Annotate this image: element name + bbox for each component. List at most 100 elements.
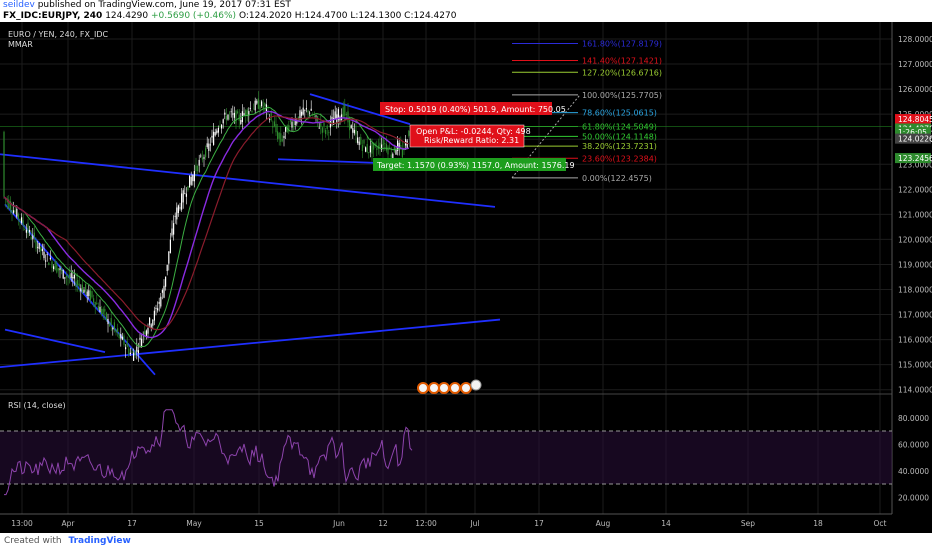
- candle-body: [21, 217, 23, 223]
- candle-body: [48, 262, 50, 266]
- candle-body: [272, 126, 274, 128]
- candles: [3, 91, 410, 362]
- candle-body: [105, 312, 107, 321]
- candle-body: [360, 137, 362, 145]
- candle-body: [357, 137, 359, 143]
- candle-body: [259, 105, 261, 110]
- candle-body: [342, 107, 344, 117]
- candle-body: [329, 120, 331, 128]
- candle-body: [96, 302, 98, 305]
- price-tick: 126.0000: [898, 85, 932, 94]
- candle-body: [361, 145, 363, 151]
- candle-body: [125, 347, 127, 350]
- fib-level-label: 23.60%(123.2384): [582, 154, 657, 163]
- candle-body: [109, 324, 111, 326]
- candle-body: [25, 229, 27, 233]
- candle-body: [91, 291, 93, 298]
- price-axis-label-text: 123.2456: [898, 154, 932, 163]
- candle-body: [305, 108, 307, 110]
- candle-body: [8, 199, 10, 209]
- candle-body: [173, 223, 175, 235]
- symbol-label: FX_IDC:EURJPY, 240: [3, 11, 103, 21]
- candle-body: [217, 127, 219, 133]
- candle-body: [129, 352, 131, 355]
- candle-body: [224, 112, 226, 115]
- candle-body: [13, 210, 15, 213]
- candle-body: [225, 115, 227, 121]
- open-pnl-label: Open P&L: -0.0244, Qty: 498: [416, 127, 531, 136]
- price-tick: 117.0000: [898, 311, 932, 320]
- candle-body: [328, 132, 330, 134]
- moving-averages: [3, 106, 410, 347]
- candle-body: [246, 109, 248, 116]
- candle-body: [45, 260, 47, 262]
- candle-body: [320, 121, 322, 127]
- candle-body: [81, 284, 83, 293]
- time-tick: 15: [254, 519, 264, 528]
- candle-body: [326, 125, 328, 129]
- price-axis-label: [895, 127, 931, 138]
- candle-body: [181, 193, 183, 210]
- price-chart[interactable]: EURO / YEN, 240, FX_IDC MMAR RSI (14, cl…: [0, 22, 932, 533]
- candle-body: [355, 129, 357, 135]
- candle-body: [379, 142, 381, 149]
- candle-body: [128, 348, 130, 355]
- candle-body: [229, 112, 231, 114]
- candle-body: [54, 260, 56, 271]
- candle-body: [17, 213, 19, 219]
- candle-body: [195, 165, 197, 171]
- candle-body: [139, 337, 141, 340]
- chart-header: seildev published on TradingView.com, Ju…: [0, 0, 932, 22]
- time-tick: May: [186, 519, 202, 528]
- time-tick: Oct: [874, 519, 887, 528]
- candle-body: [61, 268, 63, 272]
- candle-body: [182, 190, 184, 203]
- candle-body: [283, 135, 285, 139]
- candle-body: [253, 108, 255, 110]
- candle-body: [214, 132, 216, 136]
- candle-body: [321, 127, 323, 133]
- candle-body: [387, 146, 389, 155]
- fib-level-label: 161.80%(127.8179): [582, 40, 662, 49]
- candle-body: [249, 107, 251, 109]
- event-marker: [460, 382, 472, 394]
- candle-body: [203, 157, 205, 159]
- candle-body: [280, 133, 282, 143]
- candle-body: [89, 290, 91, 301]
- target-box: [373, 158, 566, 171]
- candle-body: [277, 131, 279, 140]
- rsi-tick: 60.0000: [898, 440, 929, 449]
- candle-body: [85, 283, 87, 292]
- candle-body: [112, 327, 114, 330]
- candle-body: [190, 177, 192, 185]
- fib-level-label: 141.40%(127.1421): [582, 56, 662, 65]
- candle-body: [145, 330, 147, 337]
- price-axis-label: [895, 153, 931, 164]
- last-price: 124.4290: [105, 11, 149, 21]
- candle-body: [115, 330, 117, 333]
- candle-body: [189, 175, 191, 188]
- candle-body: [11, 210, 13, 213]
- risk-reward-label: Risk/Reward Ratio: 2.31: [424, 136, 519, 145]
- candle-body: [57, 268, 59, 271]
- price-axis-label-text: 1:26:05: [898, 128, 927, 137]
- candle-body: [174, 215, 176, 217]
- target-label: Target: 1.1570 (0.93%) 1157.0, Amount: 1…: [376, 161, 575, 170]
- candle-body: [406, 140, 408, 149]
- tradingview-logo[interactable]: TradingView: [68, 536, 131, 546]
- candle-body: [365, 147, 367, 152]
- symbol-line: FX_IDC:EURJPY, 240 124.4290 +0.5690 (+0.…: [3, 11, 932, 22]
- time-tick: 17: [127, 519, 137, 528]
- position-tool: Stop: 0.5019 (0.40%) 501.9, Amount: 750.…: [373, 102, 575, 171]
- candle-body: [209, 144, 211, 146]
- candle-body: [101, 308, 103, 315]
- fib-level-label: 61.80%(124.5049): [582, 123, 657, 132]
- trendline: [0, 153, 496, 208]
- candle-body: [24, 229, 26, 230]
- candle-body: [147, 327, 149, 334]
- rsi-band: [0, 431, 892, 484]
- author-link[interactable]: seildev: [3, 0, 35, 10]
- moving-average-line: [3, 106, 410, 347]
- candle-body: [395, 150, 397, 155]
- fib-level-label: 100.00%(125.7705): [582, 91, 662, 100]
